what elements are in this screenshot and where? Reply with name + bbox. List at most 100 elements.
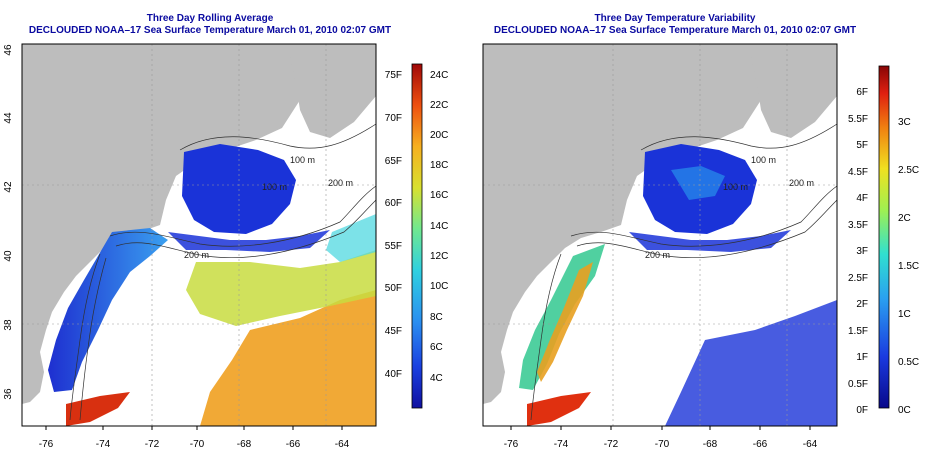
right-panel-subtitle: DECLOUDED NOAA–17 Sea Surface Temperatur… <box>493 25 857 36</box>
svg-text:2C: 2C <box>898 213 911 224</box>
left-lon-axis: -76 -74 -72 -70 -68 -66 -64 <box>39 426 350 450</box>
right-lon-axis: -76 -74 -72 -70 -68 -66 -64 <box>504 426 818 450</box>
svg-text:-76: -76 <box>504 439 519 450</box>
svg-text:6C: 6C <box>430 342 443 353</box>
svg-text:-64: -64 <box>335 439 350 450</box>
right-colorbar-celsius-labels: 3C 2.5C 2C 1.5C 1C 0.5C 0C <box>898 117 919 416</box>
svg-text:2.5F: 2.5F <box>848 273 868 284</box>
svg-text:20C: 20C <box>430 130 448 141</box>
svg-text:4F: 4F <box>856 193 868 204</box>
land-peninsula <box>751 56 837 138</box>
svg-text:-68: -68 <box>703 439 718 450</box>
svg-text:0C: 0C <box>898 405 911 416</box>
svg-text:55F: 55F <box>385 241 402 252</box>
svg-text:-68: -68 <box>237 439 252 450</box>
left-colorbar-celsius-labels: 24C 22C 20C 18C 16C 14C 12C 10C 8C 6C 4C <box>430 70 448 384</box>
svg-text:5F: 5F <box>856 140 868 151</box>
svg-text:40F: 40F <box>385 369 402 380</box>
left-panel-subtitle: DECLOUDED NOAA–17 Sea Surface Temperatur… <box>28 25 392 36</box>
right-map-panel: 100 m 100 m 200 m 200 m -76 -74 -72 -70 … <box>482 43 919 450</box>
svg-text:-74: -74 <box>554 439 569 450</box>
shelf-front-hot <box>537 262 593 382</box>
land-mass <box>483 44 837 404</box>
offshore-scattered-variability <box>665 300 837 426</box>
svg-text:50F: 50F <box>385 283 402 294</box>
svg-text:2F: 2F <box>856 299 868 310</box>
svg-text:0.5C: 0.5C <box>898 357 919 368</box>
svg-text:36: 36 <box>3 388 14 400</box>
svg-text:0.5F: 0.5F <box>848 379 868 390</box>
svg-text:-64: -64 <box>803 439 818 450</box>
svg-text:18C: 18C <box>430 160 448 171</box>
svg-text:-70: -70 <box>190 439 205 450</box>
bathymetry-contours <box>69 123 377 421</box>
svg-text:40: 40 <box>3 250 14 262</box>
map-gridlines <box>483 44 837 426</box>
svg-text:38: 38 <box>3 319 14 331</box>
svg-text:70F: 70F <box>385 113 402 124</box>
svg-text:42: 42 <box>3 181 14 193</box>
gulf-stream-variability <box>527 392 591 426</box>
right-panel-title: Three Day Temperature Variability <box>594 13 756 24</box>
svg-text:24C: 24C <box>430 70 448 81</box>
land-peninsula <box>290 56 376 138</box>
left-map-frame: 100 m 100 m 200 m 200 m <box>21 43 377 427</box>
contour-label-200m-b: 200 m <box>328 178 353 188</box>
right-colorbar-fahrenheit-labels: 6F 5.5F 5F 4.5F 4F 3.5F 3F 2.5F 2F 1.5F … <box>848 87 868 416</box>
left-lat-axis: 46 44 42 40 38 36 <box>3 44 14 400</box>
svg-text:6F: 6F <box>856 87 868 98</box>
svg-text:-66: -66 <box>286 439 301 450</box>
svg-text:22C: 22C <box>430 100 448 111</box>
svg-text:-72: -72 <box>604 439 619 450</box>
contour-label-100m: 100 m <box>751 155 776 165</box>
svg-text:1.5C: 1.5C <box>898 261 919 272</box>
land-mass <box>22 44 376 404</box>
contour-label-200m: 200 m <box>184 250 209 260</box>
left-panel-title: Three Day Rolling Average <box>146 13 274 24</box>
svg-text:0F: 0F <box>856 405 868 416</box>
gulf-of-maine-high-variability <box>671 166 725 200</box>
bathymetry-contours <box>530 123 838 421</box>
svg-text:16C: 16C <box>430 190 448 201</box>
svg-text:2.5C: 2.5C <box>898 165 919 176</box>
svg-text:1C: 1C <box>898 309 911 320</box>
left-colorbar-fahrenheit-labels: 75F 70F 65F 60F 55F 50F 45F 40F <box>385 70 402 380</box>
svg-text:-74: -74 <box>96 439 111 450</box>
svg-text:3C: 3C <box>898 117 911 128</box>
right-map-frame: 100 m 100 m 200 m 200 m <box>482 43 838 427</box>
svg-text:44: 44 <box>3 112 14 124</box>
svg-text:-76: -76 <box>39 439 54 450</box>
contour-label-100m-b: 100 m <box>723 182 748 192</box>
svg-text:-70: -70 <box>655 439 670 450</box>
svg-text:60F: 60F <box>385 198 402 209</box>
svg-text:14C: 14C <box>430 221 448 232</box>
shelf-cold-water <box>48 228 168 392</box>
right-colorbar: 6F 5.5F 5F 4.5F 4F 3.5F 3F 2.5F 2F 1.5F … <box>848 65 919 416</box>
svg-text:5.5F: 5.5F <box>848 114 868 125</box>
svg-text:3.5F: 3.5F <box>848 220 868 231</box>
svg-text:65F: 65F <box>385 156 402 167</box>
svg-text:3F: 3F <box>856 246 868 257</box>
map-gridlines <box>22 44 376 426</box>
contour-label-100m-b: 100 m <box>262 182 287 192</box>
svg-text:75F: 75F <box>385 70 402 81</box>
svg-text:-66: -66 <box>753 439 768 450</box>
left-colorbar: 75F 70F 65F 60F 55F 50F 45F 40F 24C 22C … <box>385 63 448 409</box>
svg-text:45F: 45F <box>385 326 402 337</box>
svg-text:4.5F: 4.5F <box>848 167 868 178</box>
svg-text:12C: 12C <box>430 251 448 262</box>
svg-text:8C: 8C <box>430 312 443 323</box>
contour-label-200m: 200 m <box>645 250 670 260</box>
shelf-edge-variability <box>629 230 791 252</box>
svg-text:10C: 10C <box>430 281 448 292</box>
svg-text:1F: 1F <box>856 352 868 363</box>
offshore-mid-water <box>186 250 376 326</box>
svg-text:46: 46 <box>3 44 14 56</box>
left-map-panel: 100 m 100 m 200 m 200 m -76 -74 -72 -70 … <box>3 43 448 450</box>
contour-label-200m-b: 200 m <box>789 178 814 188</box>
svg-text:4C: 4C <box>430 373 443 384</box>
svg-text:1.5F: 1.5F <box>848 326 868 337</box>
contour-label-100m: 100 m <box>290 155 315 165</box>
svg-text:-72: -72 <box>145 439 160 450</box>
offshore-cool-water <box>326 214 376 262</box>
